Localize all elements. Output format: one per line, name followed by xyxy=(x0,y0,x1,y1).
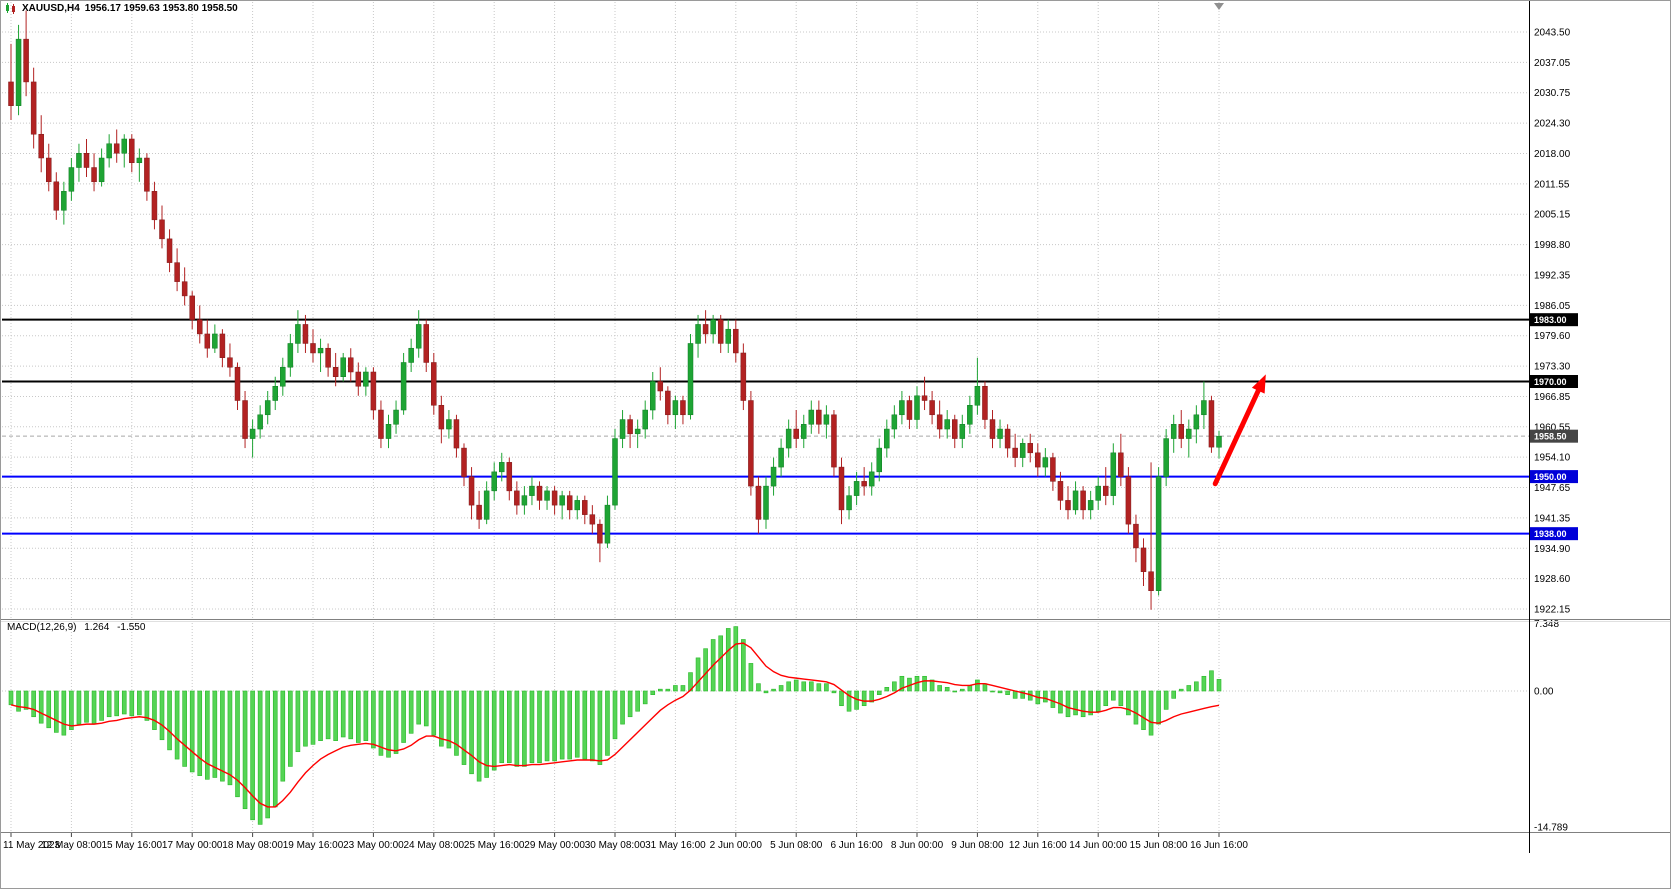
svg-text:29 May 00:00: 29 May 00:00 xyxy=(524,840,585,851)
macd-signal-line xyxy=(10,642,1220,808)
price-levels-layer xyxy=(2,318,1529,535)
svg-text:12 Jun 16:00: 12 Jun 16:00 xyxy=(1009,840,1067,851)
svg-text:0.00: 0.00 xyxy=(1534,687,1554,698)
svg-text:1983.00: 1983.00 xyxy=(1534,315,1567,325)
price-axis: 2043.50 2037.05 2030.75 2024.30 2018.00 2011.… xyxy=(1534,28,1571,616)
svg-text:2011.55: 2011.55 xyxy=(1534,179,1570,190)
svg-text:2030.75: 2030.75 xyxy=(1534,88,1571,99)
svg-text:16 Jun 16:00: 16 Jun 16:00 xyxy=(1190,840,1248,851)
svg-text:18 May 08:00: 18 May 08:00 xyxy=(222,840,283,851)
svg-text:1938.00: 1938.00 xyxy=(1534,529,1567,539)
svg-text:1941.35: 1941.35 xyxy=(1534,513,1571,524)
svg-text:11 May 2023: 11 May 2023 xyxy=(3,840,61,851)
svg-text:1950.00: 1950.00 xyxy=(1534,472,1567,482)
svg-text:2 Jun 00:00: 2 Jun 00:00 xyxy=(710,840,763,851)
svg-text:2037.05: 2037.05 xyxy=(1534,58,1571,69)
svg-text:2005.15: 2005.15 xyxy=(1534,210,1571,221)
svg-text:15 May 16:00: 15 May 16:00 xyxy=(101,840,162,851)
svg-text:1998.80: 1998.80 xyxy=(1534,240,1571,251)
svg-text:1954.10: 1954.10 xyxy=(1534,453,1571,464)
pane-separator xyxy=(1,1,1670,853)
svg-text:17 May 00:00: 17 May 00:00 xyxy=(162,840,223,851)
price-tags: 1983.00 1970.00 1950.00 1938.00 1958.50 xyxy=(1530,313,1578,541)
svg-text:24 May 08:00: 24 May 08:00 xyxy=(403,840,464,851)
svg-text:1970.00: 1970.00 xyxy=(1534,377,1567,387)
svg-text:1966.85: 1966.85 xyxy=(1534,392,1571,403)
svg-text:1992.35: 1992.35 xyxy=(1534,270,1571,281)
svg-text:19 May 16:00: 19 May 16:00 xyxy=(283,840,344,851)
svg-text:1986.05: 1986.05 xyxy=(1534,301,1571,312)
svg-text:1928.60: 1928.60 xyxy=(1534,574,1571,585)
svg-text:23 May 00:00: 23 May 00:00 xyxy=(343,840,404,851)
svg-text:31 May 16:00: 31 May 16:00 xyxy=(645,840,706,851)
chart-shift-marker xyxy=(1214,3,1224,10)
svg-text:30 May 08:00: 30 May 08:00 xyxy=(585,840,646,851)
macd-axis: 7.348 0.00 -14.789 xyxy=(1534,619,1568,834)
price-grid xyxy=(2,31,1529,610)
svg-text:15 Jun 08:00: 15 Jun 08:00 xyxy=(1130,840,1188,851)
svg-text:7.348: 7.348 xyxy=(1534,619,1559,630)
svg-text:8 Jun 00:00: 8 Jun 00:00 xyxy=(891,840,944,851)
svg-text:1922.15: 1922.15 xyxy=(1534,605,1571,616)
candles-layer xyxy=(8,10,1222,610)
svg-text:1947.65: 1947.65 xyxy=(1534,483,1571,494)
svg-text:9 Jun 08:00: 9 Jun 08:00 xyxy=(951,840,1004,851)
svg-text:2024.30: 2024.30 xyxy=(1534,119,1571,130)
svg-text:1979.60: 1979.60 xyxy=(1534,331,1571,342)
svg-text:5 Jun 08:00: 5 Jun 08:00 xyxy=(770,840,823,851)
svg-text:6 Jun 16:00: 6 Jun 16:00 xyxy=(830,840,883,851)
svg-text:2043.50: 2043.50 xyxy=(1534,28,1571,39)
svg-text:-14.789: -14.789 xyxy=(1534,823,1568,834)
svg-text:1958.50: 1958.50 xyxy=(1534,432,1567,442)
svg-text:25 May 16:00: 25 May 16:00 xyxy=(464,840,525,851)
svg-text:12 May 08:00: 12 May 08:00 xyxy=(41,840,102,851)
svg-text:14 Jun 00:00: 14 Jun 00:00 xyxy=(1069,840,1127,851)
svg-text:1934.90: 1934.90 xyxy=(1534,544,1571,555)
svg-text:1973.30: 1973.30 xyxy=(1534,362,1571,373)
svg-text:2018.00: 2018.00 xyxy=(1534,149,1571,160)
svg-text:1960.55: 1960.55 xyxy=(1534,422,1571,433)
macd-histogram xyxy=(2,626,1529,825)
trend-arrow xyxy=(1212,374,1266,487)
